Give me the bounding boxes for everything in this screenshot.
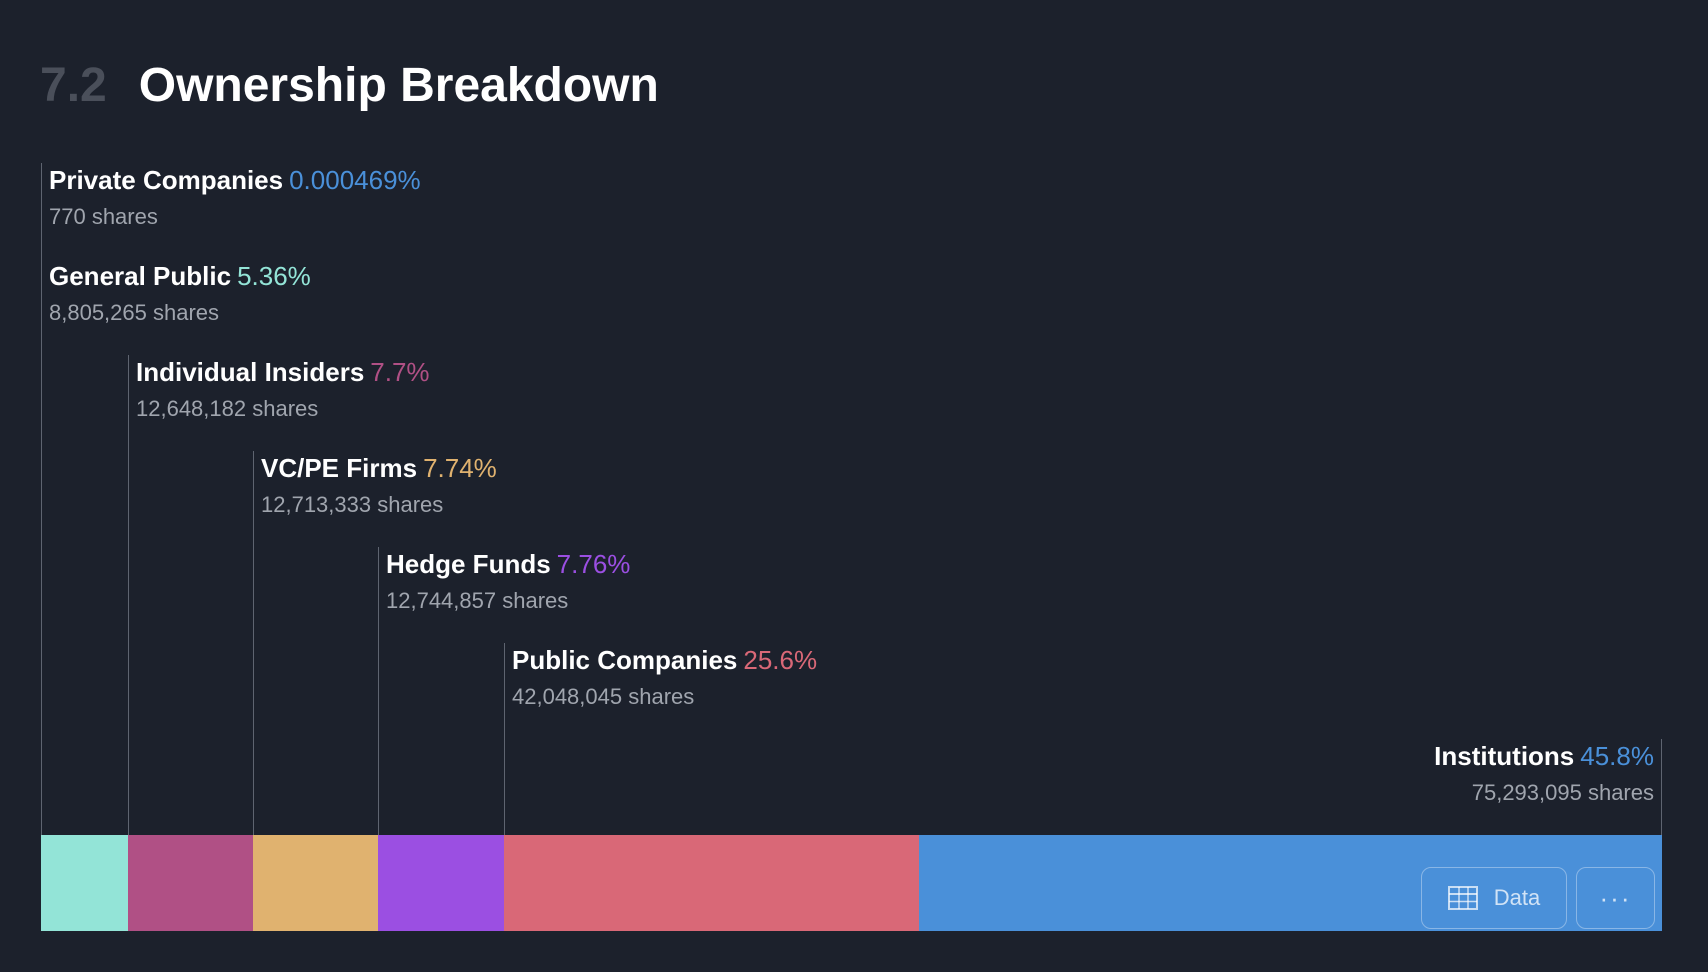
leader-line	[504, 643, 505, 835]
series-name: General Public	[49, 261, 232, 291]
series-percent: 7.76%	[556, 549, 631, 579]
series-shares: 12,713,333 shares	[261, 492, 444, 517]
bar-segment	[127, 835, 253, 931]
series-percent: 5.36%	[237, 261, 311, 291]
series-name: VC/PE Firms	[261, 453, 418, 483]
series-percent: 45.8%	[1580, 741, 1654, 771]
section-header: 7.2 Ownership Breakdown	[40, 58, 659, 113]
leader-line	[378, 547, 379, 835]
section-title: Ownership Breakdown	[138, 59, 659, 112]
series-label: General Public 5.36% 8,805,265 shares	[49, 261, 311, 326]
data-button[interactable]: Data	[1421, 867, 1567, 929]
table-icon	[1447, 886, 1478, 910]
leader-line	[41, 259, 42, 835]
more-options-button[interactable]: ···	[1576, 867, 1655, 929]
bar-segment	[504, 835, 920, 931]
series-name: Individual Insiders	[136, 357, 365, 387]
series-shares: 12,744,857 shares	[386, 588, 569, 613]
series-label: Public Companies 25.6% 42,048,045 shares	[512, 645, 817, 710]
series-percent: 0.000469%	[289, 165, 421, 195]
series-label: Private Companies 0.000469% 770 shares	[49, 165, 421, 230]
bar-segment	[378, 835, 505, 931]
section-number: 7.2	[40, 59, 107, 112]
series-label: Institutions 45.8% 75,293,095 shares	[1434, 741, 1654, 806]
more-options-label: ···	[1599, 882, 1632, 913]
series-shares: 75,293,095 shares	[1471, 780, 1654, 805]
series-name: Hedge Funds	[386, 549, 551, 579]
series-percent: 7.7%	[370, 357, 430, 387]
series-label: VC/PE Firms 7.74% 12,713,333 shares	[261, 453, 497, 518]
series-shares: 42,048,045 shares	[512, 684, 695, 709]
series-shares: 8,805,265 shares	[49, 300, 220, 325]
series-label: Hedge Funds 7.76% 12,744,857 shares	[386, 549, 630, 614]
series-name: Institutions	[1434, 741, 1575, 771]
series-percent: 25.6%	[743, 645, 818, 675]
series-shares: 12,648,182 shares	[136, 396, 319, 421]
bar-segment	[919, 835, 1662, 931]
leader-line	[253, 451, 254, 835]
series-name: Private Companies	[49, 165, 284, 195]
bar-segment	[252, 835, 379, 931]
data-button-label: Data	[1493, 885, 1541, 910]
bar-segment	[41, 835, 128, 931]
series-label: Individual Insiders 7.7% 12,648,182 shares	[136, 357, 430, 422]
leader-line	[128, 355, 129, 835]
series-percent: 7.74%	[423, 453, 497, 483]
leader-line	[1661, 739, 1662, 835]
series-shares: 770 shares	[49, 204, 158, 229]
series-name: Public Companies	[512, 645, 738, 675]
